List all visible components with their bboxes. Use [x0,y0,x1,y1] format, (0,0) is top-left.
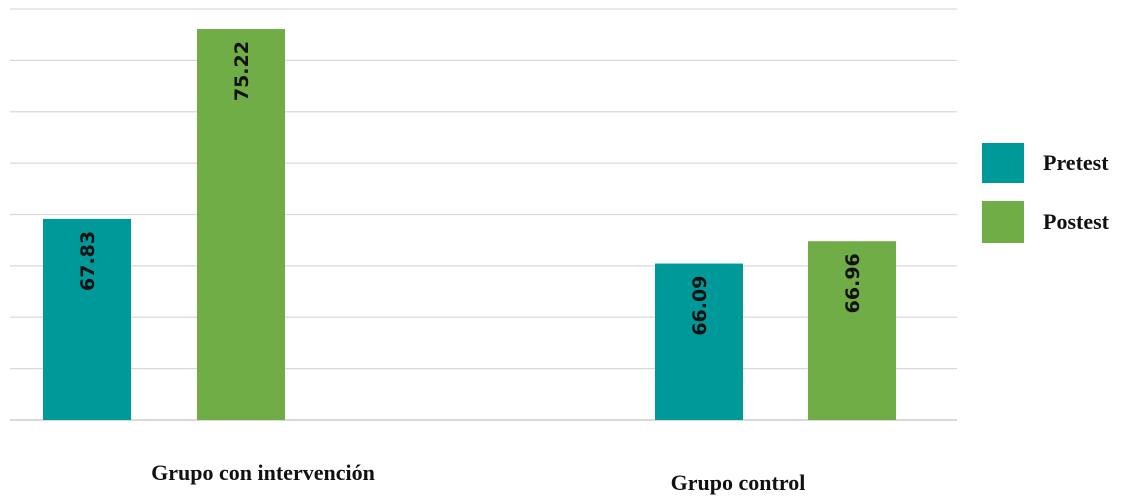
legend-swatch-postest [982,201,1024,243]
category-label-grupo-con-intervencion: Grupo con intervención [151,460,375,485]
legend: Pretest Postest [982,143,1110,243]
gridlines [10,8,957,421]
bar-pretest-2 [655,263,743,420]
category-labels: Grupo con intervención Grupo control [151,460,805,495]
bar-value-label-pretest-1: 67.83 [77,231,99,291]
bar-pretest-1 [43,218,131,420]
bar-value-label-pretest-2: 66.09 [689,276,711,336]
legend-label-postest: Postest [1043,209,1110,234]
bar-labels: 67.83 75.22 66.09 66.96 [77,41,864,336]
legend-label-pretest: Pretest [1043,150,1109,175]
category-label-grupo-control: Grupo control [671,470,806,495]
bar-value-label-postest-1: 75.22 [231,41,253,101]
bar-value-label-postest-2: 66.96 [842,253,864,313]
bar-postest-2 [808,241,896,420]
legend-swatch-pretest [982,143,1024,183]
bars [43,29,896,420]
bar-postest-1 [197,29,285,420]
